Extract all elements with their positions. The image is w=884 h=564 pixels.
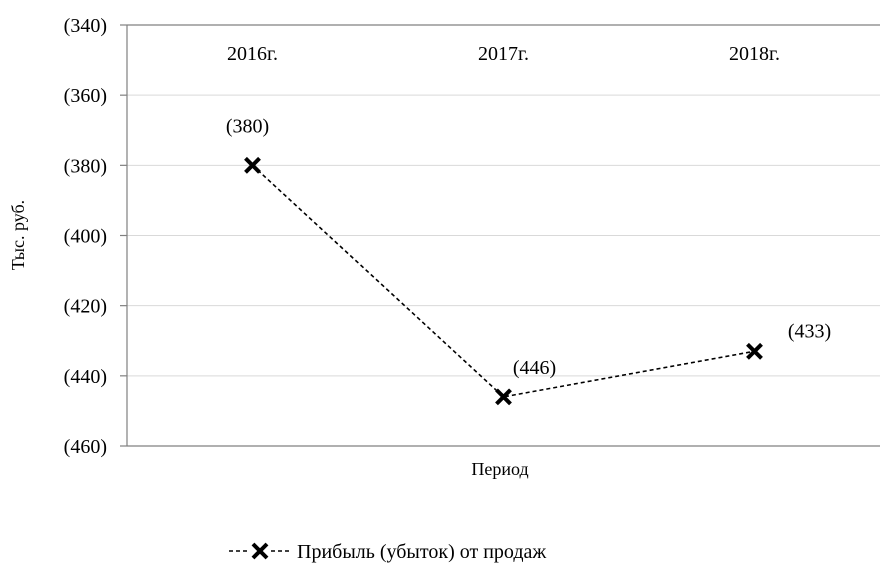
y-tick-label: (380): [64, 155, 107, 177]
data-point-marker: [746, 342, 763, 360]
data-label: (380): [226, 115, 269, 137]
y-tick-label: (440): [64, 366, 107, 388]
y-tick-label: (400): [64, 226, 107, 248]
y-tick-labels: (340) (360) (380) (400) (420) (440) (460): [64, 15, 107, 458]
data-label: (433): [788, 320, 831, 342]
data-label: (446): [513, 357, 556, 379]
legend-marker: [251, 542, 269, 560]
axes: [120, 24, 880, 447]
y-tick-label: (340): [64, 15, 107, 37]
category-label: 2017г.: [478, 43, 529, 65]
y-axis-title: Тыс. руб.: [8, 200, 28, 270]
x-axis-title: Период: [471, 459, 528, 479]
category-label: 2018г.: [729, 43, 780, 65]
y-tick-label: (360): [64, 85, 107, 107]
data-labels: (380) (446) (433): [226, 115, 831, 379]
y-tick-label: (460): [64, 436, 107, 458]
category-label: 2016г.: [227, 43, 278, 65]
legend-label: Прибыль (убыток) от продаж: [297, 541, 546, 563]
legend: Прибыль (убыток) от продаж: [229, 541, 546, 563]
data-point-marker: [244, 156, 261, 174]
y-tick-label: (420): [64, 296, 107, 318]
category-labels: 2016г. 2017г. 2018г.: [227, 43, 780, 65]
data-point-marker: [495, 388, 512, 406]
series-line: [251, 164, 755, 398]
series: [244, 156, 763, 406]
